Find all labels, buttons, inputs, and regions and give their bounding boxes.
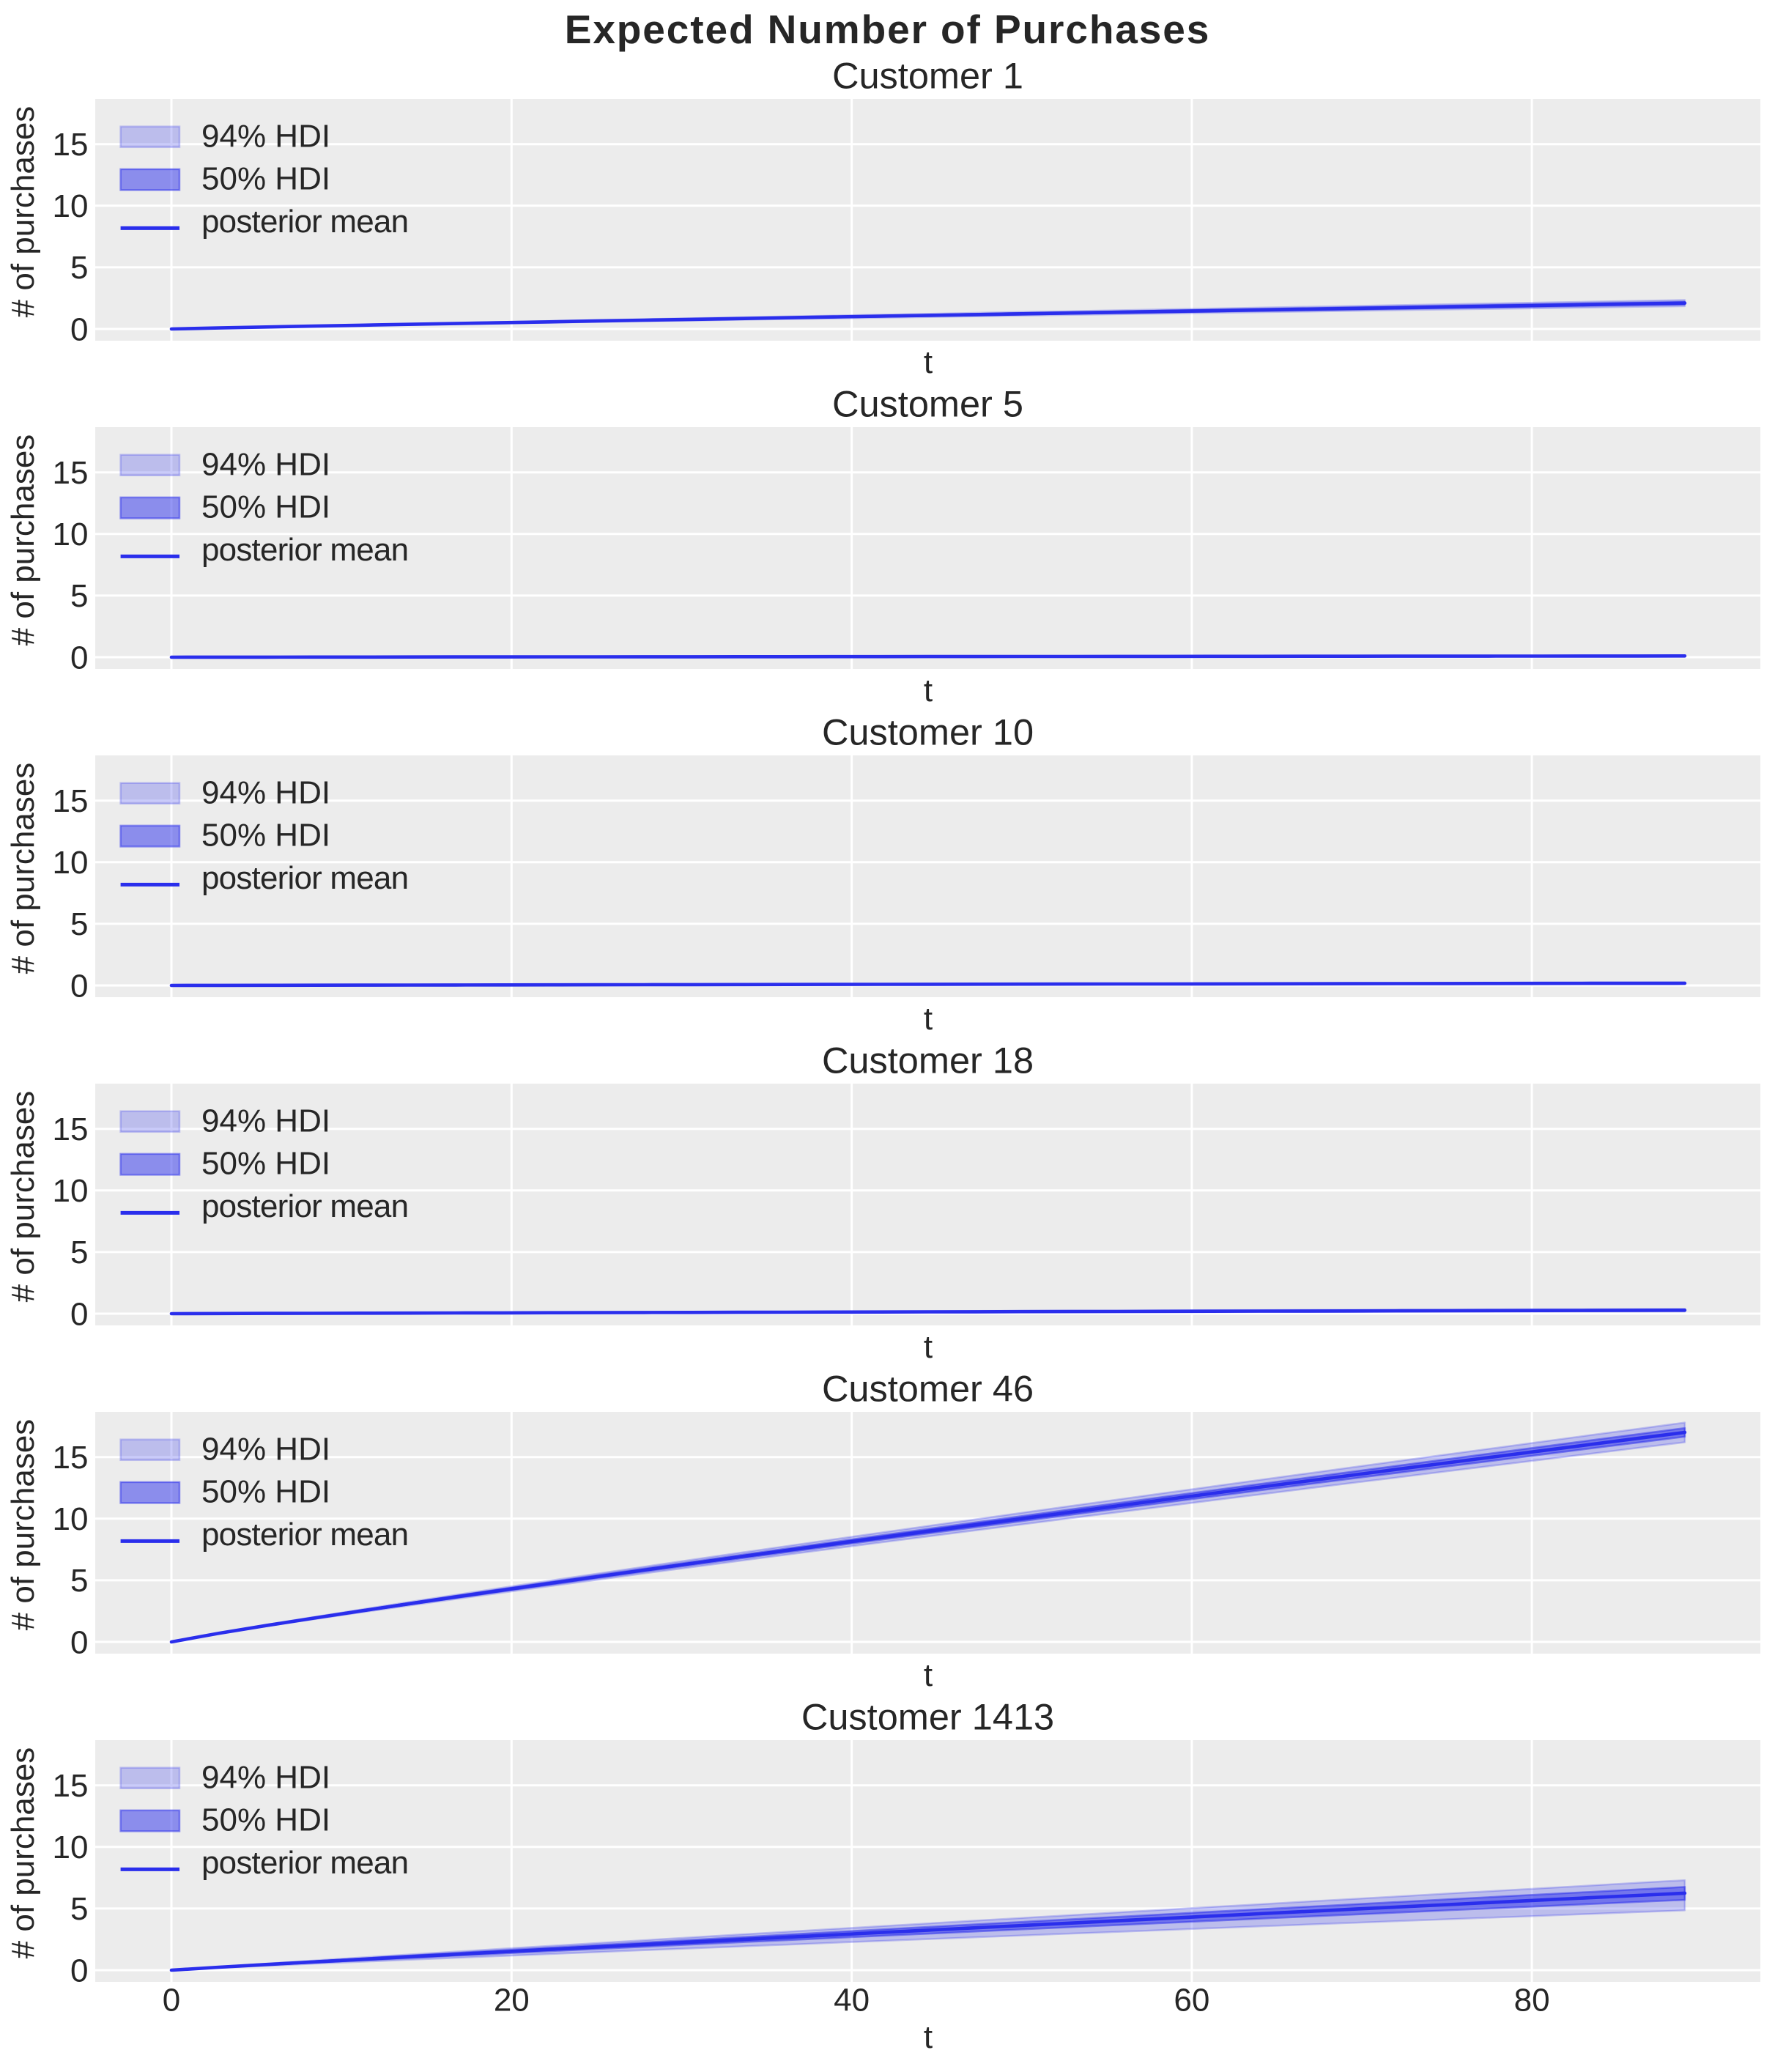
svg-text:0: 0: [70, 968, 88, 1004]
svg-text:t: t: [924, 344, 933, 380]
svg-text:posterior mean: posterior mean: [201, 1188, 408, 1224]
svg-text:# of purchases: # of purchases: [5, 106, 41, 318]
svg-text:94% HDI: 94% HDI: [201, 446, 330, 482]
svg-text:0: 0: [70, 1624, 88, 1660]
svg-text:posterior mean: posterior mean: [201, 860, 408, 896]
svg-text:Customer 46: Customer 46: [822, 1367, 1034, 1409]
svg-text:10: 10: [53, 1173, 89, 1209]
svg-text:20: 20: [494, 1983, 530, 2019]
svg-text:60: 60: [1174, 1983, 1209, 2019]
svg-text:t: t: [924, 2019, 933, 2055]
svg-text:posterior mean: posterior mean: [201, 1845, 408, 1881]
svg-text:Customer 1413: Customer 1413: [801, 1695, 1054, 1737]
svg-text:0: 0: [70, 1953, 88, 1988]
svg-text:5: 5: [70, 1235, 88, 1270]
svg-text:50% HDI: 50% HDI: [201, 1146, 330, 1182]
svg-text:0: 0: [70, 640, 88, 676]
svg-text:5: 5: [70, 1891, 88, 1927]
svg-text:94% HDI: 94% HDI: [201, 1759, 330, 1795]
svg-text:# of purchases: # of purchases: [5, 1419, 41, 1631]
svg-text:10: 10: [53, 1829, 89, 1865]
svg-text:# of purchases: # of purchases: [5, 763, 41, 974]
svg-text:50% HDI: 50% HDI: [201, 818, 330, 854]
svg-text:5: 5: [70, 906, 88, 942]
svg-text:94% HDI: 94% HDI: [201, 1103, 330, 1139]
svg-text:# of purchases: # of purchases: [5, 434, 41, 646]
svg-text:94% HDI: 94% HDI: [201, 118, 330, 154]
svg-text:5: 5: [70, 1563, 88, 1599]
svg-text:Customer 1: Customer 1: [832, 54, 1023, 96]
svg-text:10: 10: [53, 188, 89, 224]
svg-text:t: t: [924, 673, 933, 708]
svg-text:94% HDI: 94% HDI: [201, 774, 330, 810]
svg-text:Expected Number of Purchases: Expected Number of Purchases: [565, 7, 1211, 52]
svg-text:0: 0: [163, 1983, 180, 2019]
svg-text:94% HDI: 94% HDI: [201, 1431, 330, 1467]
svg-text:t: t: [924, 1001, 933, 1037]
svg-text:80: 80: [1514, 1983, 1550, 2019]
svg-text:40: 40: [834, 1983, 870, 2019]
svg-text:10: 10: [53, 845, 89, 881]
svg-text:5: 5: [70, 578, 88, 614]
svg-text:t: t: [924, 1329, 933, 1365]
svg-text:15: 15: [53, 455, 89, 491]
svg-text:Customer 10: Customer 10: [822, 711, 1034, 752]
svg-text:5: 5: [70, 250, 88, 286]
svg-text:50% HDI: 50% HDI: [201, 489, 330, 525]
svg-text:50% HDI: 50% HDI: [201, 1474, 330, 1510]
svg-text:15: 15: [53, 1768, 89, 1804]
svg-text:posterior mean: posterior mean: [201, 204, 408, 240]
svg-text:15: 15: [53, 1440, 89, 1476]
svg-text:0: 0: [70, 1296, 88, 1332]
svg-text:50% HDI: 50% HDI: [201, 161, 330, 197]
svg-text:posterior mean: posterior mean: [201, 532, 408, 568]
svg-text:# of purchases: # of purchases: [5, 1747, 41, 1959]
svg-text:10: 10: [53, 517, 89, 552]
svg-text:posterior mean: posterior mean: [201, 1517, 408, 1553]
svg-text:0: 0: [70, 311, 88, 347]
svg-text:Customer 5: Customer 5: [832, 382, 1023, 424]
svg-text:15: 15: [53, 127, 89, 163]
svg-text:# of purchases: # of purchases: [5, 1091, 41, 1303]
svg-text:Customer 18: Customer 18: [822, 1039, 1034, 1081]
svg-text:15: 15: [53, 1111, 89, 1147]
svg-text:t: t: [924, 1657, 933, 1693]
svg-text:10: 10: [53, 1501, 89, 1537]
svg-text:50% HDI: 50% HDI: [201, 1802, 330, 1838]
svg-text:15: 15: [53, 783, 89, 819]
